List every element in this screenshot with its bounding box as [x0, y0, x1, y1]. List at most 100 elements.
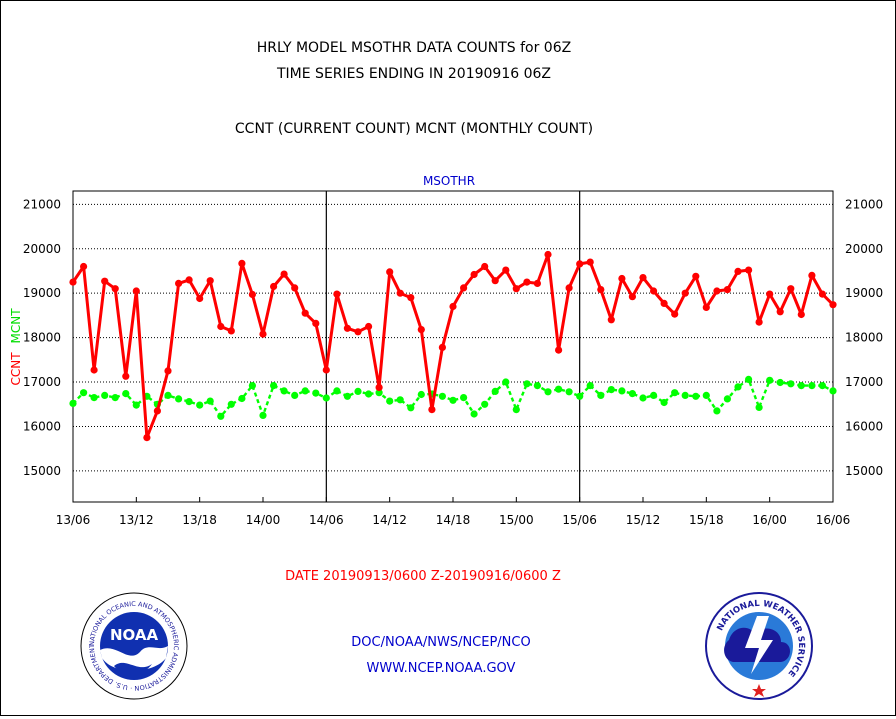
y-tick-label: 17000: [23, 375, 61, 389]
mcnt-point: [818, 382, 827, 390]
mcnt-point: [829, 387, 837, 395]
x-tick-label: 13/06: [56, 513, 91, 527]
mcnt-point: [755, 403, 763, 411]
mcnt-point: [523, 380, 531, 388]
x-tick-label: 14/00: [246, 513, 281, 527]
ccnt-point: [502, 266, 510, 274]
ccnt-point: [407, 294, 415, 302]
y-tick-label: 20000: [23, 242, 61, 256]
y-axis-label-ccnt: CCNT: [9, 352, 23, 386]
ccnt-point: [175, 279, 183, 287]
mcnt-point: [101, 391, 109, 399]
ccnt-point: [660, 299, 668, 307]
ccnt-point: [491, 277, 499, 285]
agency-link[interactable]: DOC/NOAA/NWS/NCEP/NCO: [351, 635, 530, 650]
ccnt-point: [143, 434, 151, 442]
x-tick-label: 15/18: [689, 513, 724, 527]
ccnt-point: [544, 250, 552, 259]
chart-title-line2: TIME SERIES ENDING IN 20190916 06Z: [276, 66, 551, 82]
mcnt-point: [586, 382, 594, 390]
ccnt-point: [343, 324, 351, 332]
mcnt-point: [407, 404, 415, 412]
mcnt-point: [365, 390, 373, 398]
ccnt-point: [396, 289, 404, 297]
mcnt-point: [544, 388, 552, 396]
y-axis-label-mcnt: MCNT: [9, 308, 23, 344]
mcnt-point: [565, 388, 573, 396]
mcnt-point: [375, 389, 383, 397]
mcnt-point: [787, 380, 795, 388]
mcnt-point: [745, 375, 753, 383]
x-tick-label: 13/18: [182, 513, 217, 527]
mcnt-point: [354, 387, 362, 395]
ccnt-point: [734, 267, 742, 275]
mcnt-point: [692, 392, 700, 400]
mcnt-point: [238, 394, 246, 403]
ccnt-point: [69, 278, 77, 286]
ccnt-point: [745, 266, 753, 274]
mcnt-point: [628, 390, 637, 398]
mcnt-point: [639, 394, 647, 402]
x-tick-label: 15/00: [499, 513, 534, 527]
website-link[interactable]: WWW.NCEP.NOAA.GOV: [367, 661, 516, 676]
ccnt-point: [153, 407, 161, 415]
y-tick-label: 19000: [23, 286, 61, 300]
ccnt-point: [428, 406, 436, 414]
mcnt-point: [111, 394, 119, 402]
ccnt-point: [533, 279, 542, 287]
y-tick-label: 15000: [845, 464, 883, 478]
mcnt-point: [576, 392, 584, 400]
mcnt-point: [797, 382, 805, 390]
ccnt-point: [417, 326, 425, 334]
mcnt-point: [417, 390, 425, 399]
ccnt-point: [101, 277, 109, 285]
ccnt-point: [692, 272, 700, 280]
mcnt-point: [713, 407, 721, 415]
ccnt-point: [227, 327, 235, 335]
ccnt-point: [766, 290, 774, 298]
ccnt-point: [460, 284, 468, 292]
y-tick-label: 18000: [845, 331, 883, 345]
ccnt-point: [597, 286, 605, 294]
ccnt-point: [755, 318, 763, 326]
x-tick-label: 13/12: [119, 513, 154, 527]
mcnt-point: [343, 392, 351, 400]
ccnt-point: [713, 287, 721, 295]
mcnt-point: [702, 391, 710, 399]
ccnt-point: [808, 271, 816, 279]
ccnt-point: [238, 259, 246, 267]
ccnt-point: [576, 260, 584, 268]
ccnt-point: [301, 309, 309, 317]
x-tick-label: 15/12: [626, 513, 661, 527]
mcnt-point: [734, 383, 742, 391]
x-tick-labels: 13/06 13/12 13/18 14/00 14/06 14/12 14/18 15/00…: [56, 497, 850, 527]
ccnt-point: [365, 322, 373, 331]
plot-label: MSOTHR: [423, 174, 475, 188]
mcnt-point: [766, 376, 774, 384]
mcnt-point: [449, 396, 457, 404]
mcnt-point: [206, 397, 214, 405]
grid-layer: [73, 203, 833, 472]
mcnt-point: [396, 396, 404, 404]
y-tick-label: 16000: [23, 419, 61, 433]
chart-subtitle: CCNT (CURRENT COUNT) MCNT (MONTHLY COUNT…: [235, 121, 593, 137]
mcnt-point: [512, 406, 520, 414]
ccnt-point: [681, 289, 689, 297]
ccnt-point: [523, 278, 531, 286]
ccnt-point: [322, 366, 330, 374]
y-tick-label: 20000: [845, 242, 883, 256]
mcnt-point: [333, 387, 341, 395]
ccnt-point: [650, 287, 658, 295]
mcnt-point: [533, 382, 542, 390]
mcnt-point: [650, 391, 658, 399]
plot-area: [72, 190, 834, 503]
mcnt-point: [607, 386, 615, 394]
noaa-logo-text: NOAA: [110, 626, 159, 644]
x-tick-label: 14/18: [436, 513, 471, 527]
mcnt-point: [80, 389, 88, 397]
x-tick-label: 14/06: [309, 513, 344, 527]
mcnt-point: [460, 394, 468, 402]
ccnt-point: [90, 366, 98, 374]
mcnt-point: [69, 399, 77, 407]
ccnt-point: [702, 303, 710, 311]
